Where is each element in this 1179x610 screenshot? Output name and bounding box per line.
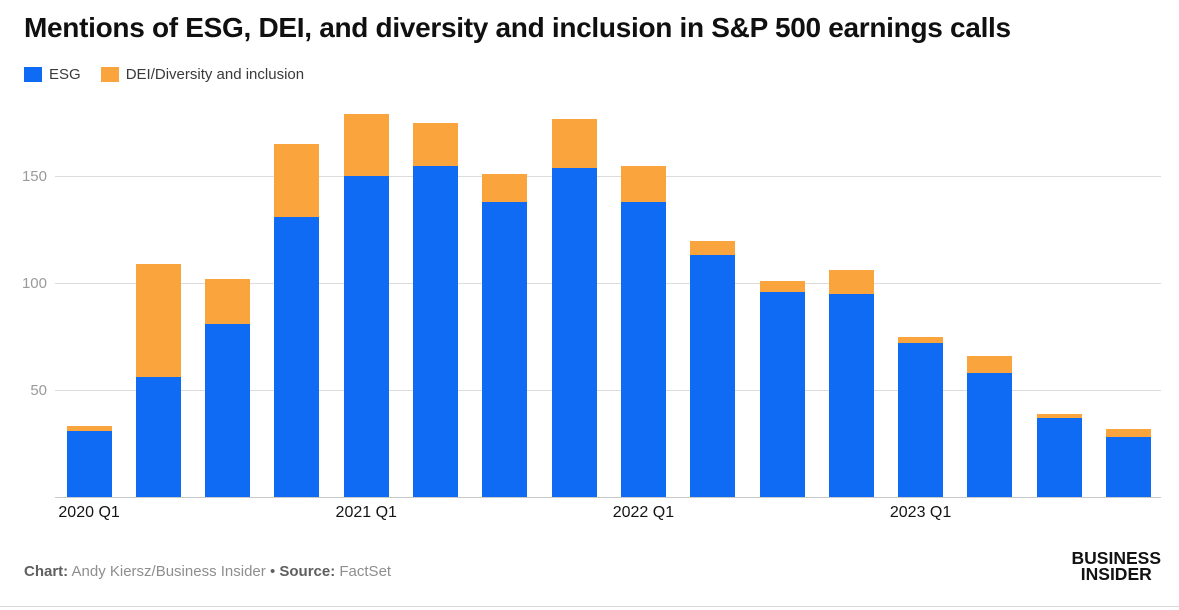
legend-item-esg: ESG (24, 66, 81, 83)
footer-chart-value: Andy Kiersz/Business Insider (68, 563, 270, 580)
bar-segment-dei (413, 122, 459, 166)
gridline-50 (55, 390, 1161, 392)
footer-separator: • (269, 563, 276, 580)
bar-2020-q3 (205, 278, 251, 497)
x-axis-tick-2020-q1: 2020 Q1 (58, 504, 120, 521)
bar-segment-esg (343, 176, 389, 497)
bar-segment-dei (1105, 428, 1151, 438)
bar-segment-esg (898, 343, 944, 497)
bottom-divider (0, 606, 1179, 607)
bar-segment-esg (620, 202, 666, 497)
x-axis-line (55, 497, 1161, 498)
logo-line1: BUSINESS (1071, 548, 1161, 568)
business-insider-logo: BUSINESS INSIDER (1071, 548, 1161, 584)
chart-title: Mentions of ESG, DEI, and diversity and … (24, 12, 1011, 43)
legend-item-dei: DEI/Diversity and inclusion (100, 66, 305, 83)
bar-2023-q4 (1105, 428, 1151, 497)
bar-2021-q2 (413, 122, 459, 497)
footer-chart-label: Chart: (24, 563, 69, 580)
bar-2022-q2 (690, 240, 736, 497)
bar-2021-q4 (551, 118, 597, 497)
bar-2020-q2 (135, 264, 181, 497)
bar-2020-q4 (274, 144, 320, 497)
bar-segment-esg (413, 165, 459, 497)
bar-segment-dei (205, 278, 251, 324)
bar-segment-dei (274, 144, 320, 217)
logo-line2: INSIDER (1080, 564, 1152, 584)
bar-segment-dei (759, 281, 805, 292)
bar-segment-dei (620, 165, 666, 203)
x-axis-tick-2022-q1: 2022 Q1 (612, 504, 675, 521)
bar-2022-q3 (759, 281, 805, 497)
bar-2022-q1 (620, 165, 666, 497)
bar-segment-dei (482, 174, 528, 203)
bar-segment-dei (135, 264, 181, 378)
y-axis-tick-50: 50 (30, 381, 47, 399)
bar-segment-dei (343, 114, 389, 177)
bar-segment-dei (898, 336, 944, 344)
bar-segment-esg (135, 377, 181, 497)
bar-segment-dei (828, 270, 874, 294)
bar-segment-esg (274, 216, 320, 497)
legend-swatch-dei-icon (100, 67, 119, 82)
bar-segment-esg (759, 291, 805, 497)
bar-2022-q4 (828, 270, 874, 497)
gridline-150 (55, 176, 1161, 178)
bar-2023-q2 (967, 355, 1013, 497)
x-axis-tick-2021-q1: 2021 Q1 (335, 504, 397, 521)
footer-source-label: Source: (275, 563, 336, 580)
bar-segment-dei (967, 355, 1013, 374)
bar-segment-dei (551, 118, 597, 168)
y-axis-tick-100: 100 (21, 274, 47, 292)
x-axis-tick-2023-q1: 2023 Q1 (889, 504, 952, 521)
y-axis-tick-150: 150 (21, 167, 47, 185)
bar-2021-q3 (482, 174, 528, 497)
bar-2023-q1 (898, 336, 944, 497)
bar-segment-esg (205, 323, 251, 497)
bar-segment-dei (690, 240, 736, 256)
legend-label-dei: DEI/Diversity and inclusion (125, 66, 305, 83)
gridline-100 (55, 283, 1161, 285)
bar-2023-q3 (1036, 413, 1082, 497)
bar-segment-esg (551, 167, 597, 497)
bar-segment-esg (66, 430, 112, 497)
bar-segment-dei (1036, 413, 1082, 418)
footer-credits: Chart: Andy Kiersz/Business Insider • So… (24, 563, 391, 580)
bar-2021-q1 (343, 114, 389, 497)
legend-label-esg: ESG (49, 66, 81, 83)
bar-2020-q1 (66, 426, 112, 497)
bar-segment-esg (828, 293, 874, 497)
bar-segment-esg (1036, 417, 1082, 497)
bar-segment-esg (690, 255, 736, 497)
footer-source-value: FactSet (335, 563, 392, 580)
bar-segment-dei (66, 426, 112, 431)
legend-swatch-esg-icon (24, 67, 42, 82)
bar-segment-esg (1105, 437, 1151, 497)
bar-segment-esg (967, 373, 1013, 497)
legend: ESG DEI/Diversity and inclusion (24, 66, 304, 83)
bar-segment-esg (482, 202, 528, 497)
